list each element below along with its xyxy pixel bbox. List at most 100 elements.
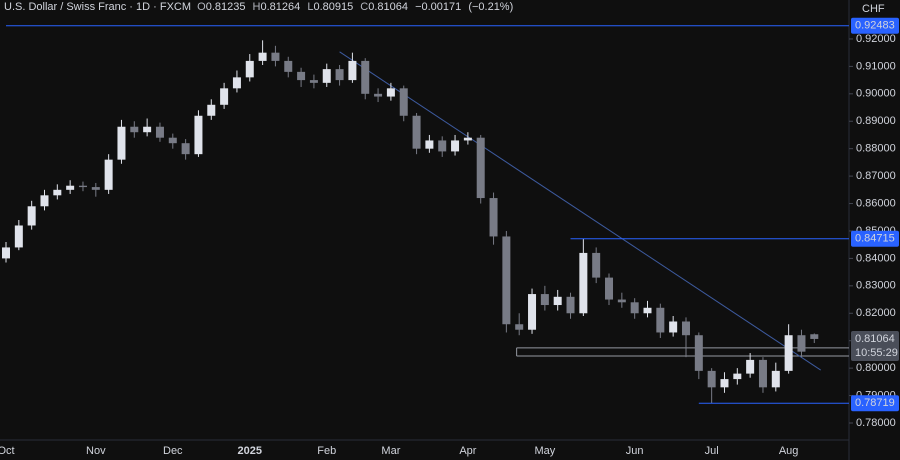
y-tick-label: 0.90000 — [856, 88, 896, 100]
y-tick-label: 0.78000 — [856, 417, 896, 429]
candle-body — [220, 88, 229, 105]
low-value: 0.80915 — [313, 1, 354, 13]
candle-body — [451, 140, 460, 152]
y-tick-label: 0.83000 — [856, 280, 896, 292]
candle-body — [643, 307, 652, 314]
y-tick-label: 0.84000 — [856, 252, 896, 264]
x-tick-label: Aug — [779, 445, 799, 457]
candle-body — [399, 88, 408, 116]
candle-body — [707, 370, 716, 388]
currency-label: CHF — [862, 3, 885, 15]
current-price: 0.81064 — [855, 333, 895, 345]
candle-body — [284, 60, 293, 72]
candle-body — [104, 159, 113, 190]
x-tick-label: Apr — [459, 445, 476, 457]
trendline — [339, 51, 821, 371]
change: −0.00171 — [415, 1, 462, 13]
candle-body — [694, 335, 703, 371]
candle-body — [425, 140, 434, 149]
candle-body — [681, 321, 690, 336]
candle-body — [412, 115, 421, 149]
level-label: 0.78719 — [855, 397, 895, 409]
level-label: 0.92483 — [855, 20, 895, 32]
candle-body — [592, 252, 601, 278]
change-percent: (−0.21%) — [468, 1, 514, 13]
candle-body — [143, 126, 152, 133]
candle-body — [630, 302, 639, 314]
x-tick-label: Mar — [381, 445, 400, 457]
candle-body — [758, 359, 767, 388]
candle-body — [579, 252, 588, 314]
candle-body — [117, 126, 126, 160]
candle-body — [515, 324, 524, 330]
y-tick-label: 0.87000 — [856, 170, 896, 182]
candle-body — [155, 126, 164, 138]
level-badge — [851, 230, 899, 247]
y-tick-label: 0.91000 — [856, 60, 896, 72]
candle-body — [797, 335, 806, 352]
x-tick-label: Feb — [317, 445, 336, 457]
candle-body — [720, 379, 729, 388]
candle-body — [528, 294, 537, 330]
candle-body — [2, 247, 10, 259]
x-tick-label: May — [534, 445, 555, 457]
candle-body — [476, 137, 485, 199]
x-tick-label: Jul — [705, 445, 719, 457]
candle-body — [40, 195, 49, 207]
candle-body — [361, 60, 370, 94]
candle-body — [617, 299, 626, 303]
level-badge — [851, 17, 899, 34]
candle-body — [553, 296, 562, 306]
candle-body — [194, 115, 203, 155]
y-tick-label: 0.88000 — [856, 143, 896, 155]
y-tick-label: 0.86000 — [856, 197, 896, 209]
candle-body — [78, 185, 87, 188]
candle-body — [130, 126, 139, 133]
candle-body — [566, 296, 575, 314]
open-value: 0.81235 — [205, 1, 246, 13]
close-value: 0.81064 — [368, 1, 408, 13]
candle-body — [232, 77, 241, 89]
level-label: 0.84715 — [855, 233, 895, 245]
candle-body — [322, 69, 331, 83]
level-badge — [851, 395, 899, 412]
y-tick-label: 0.80000 — [856, 362, 896, 374]
candle-body — [605, 277, 614, 300]
x-tick-label: Nov — [86, 445, 106, 457]
high-key: H — [252, 1, 261, 13]
title: U.S. Dollar / Swiss Franc · 1D · FXCM — [4, 1, 192, 13]
candle-body — [14, 225, 23, 248]
candle-body — [502, 236, 511, 325]
close-key: C — [360, 1, 369, 13]
x-tick-label: 2025 — [238, 445, 262, 457]
candle-body — [309, 80, 318, 83]
candle-body — [746, 359, 755, 374]
y-tick-label: 0.92000 — [856, 33, 896, 45]
y-tick-label: 0.82000 — [856, 307, 896, 319]
candle-body — [66, 185, 75, 190]
candle-body — [258, 52, 267, 61]
candle-body — [438, 140, 447, 152]
x-tick-label: Oct — [0, 445, 15, 457]
x-tick-label: Jun — [626, 445, 644, 457]
candle-body — [669, 321, 678, 333]
candle-body — [810, 334, 819, 339]
candle-body — [733, 373, 742, 380]
x-tick-label: Dec — [163, 445, 183, 457]
price-badge — [851, 330, 899, 361]
open-key: O — [197, 1, 206, 13]
candle-body — [348, 60, 357, 81]
candle-body — [245, 60, 254, 78]
candle-body — [168, 137, 177, 144]
candle-body — [771, 370, 780, 388]
candle-body — [540, 294, 549, 306]
candle-body — [784, 335, 793, 371]
candle-body — [27, 206, 36, 226]
candle-body — [463, 137, 472, 141]
candle-body — [91, 187, 100, 190]
header: U.S. Dollar / Swiss Franc · 1D · FXCM O0… — [4, 1, 517, 13]
countdown: 10:55:29 — [855, 347, 898, 359]
